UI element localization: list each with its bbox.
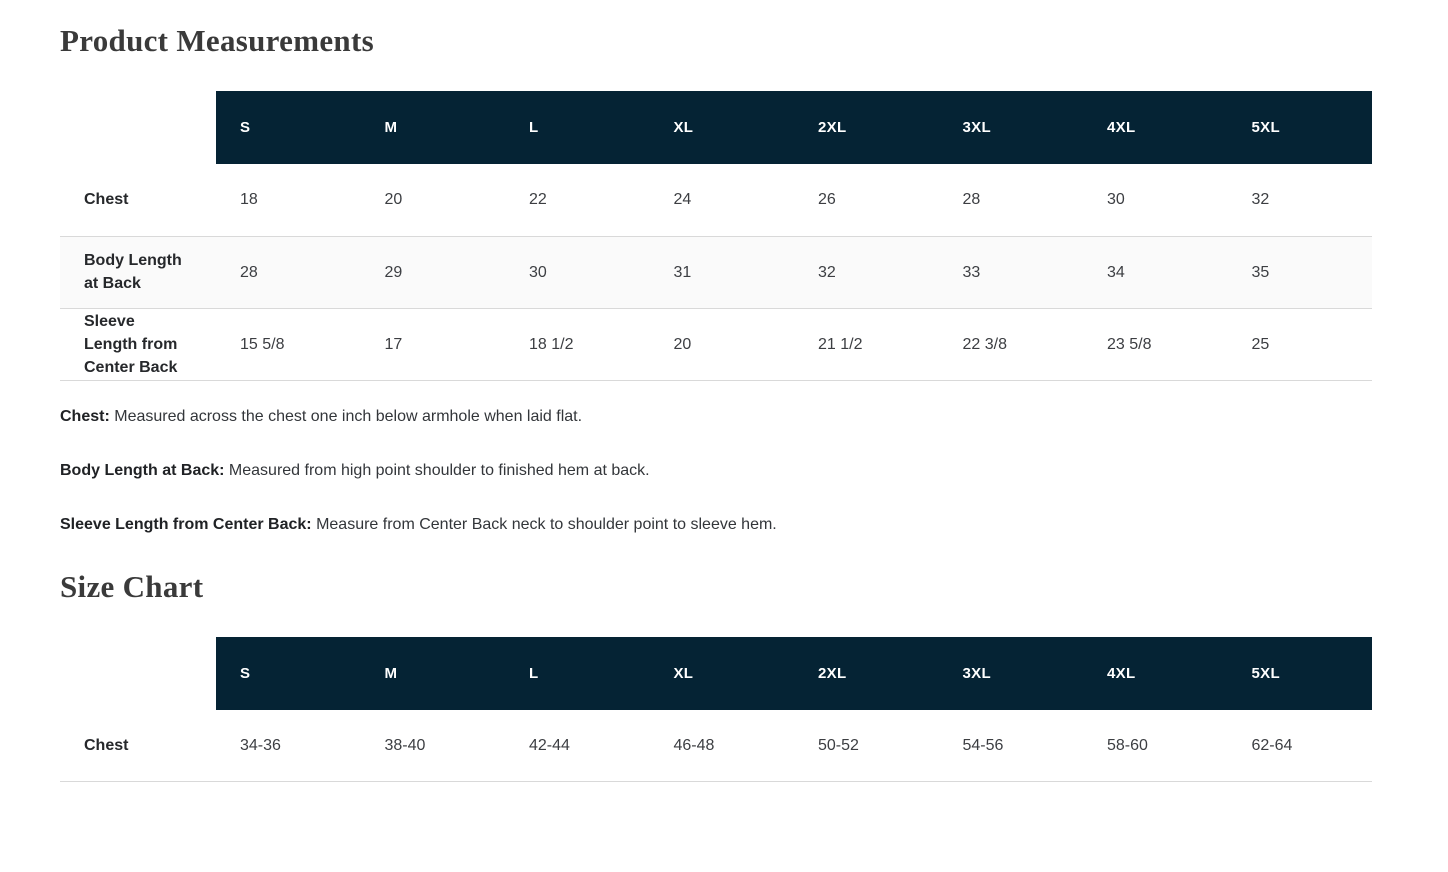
definition-term: Chest:: [60, 407, 110, 425]
size-range-cell: 50-52: [794, 709, 939, 782]
measurement-definition-sleeve-length: Sleeve Length from Center Back: Measure …: [60, 514, 1372, 536]
table-row-body-length: Body Length at Back 28 29 30 31 32 33 34…: [60, 236, 1372, 309]
table-corner-cell: [60, 637, 216, 710]
measurement-cell: 22: [505, 164, 650, 237]
size-header-3xl: 3XL: [938, 91, 1083, 164]
measurement-cell: 22 3/8: [938, 308, 1083, 381]
row-label-body-length: Body Length at Back: [60, 236, 216, 309]
size-range-cell: 54-56: [938, 709, 1083, 782]
measurement-cell: 32: [1227, 164, 1372, 237]
size-header-2xl: 2XL: [794, 91, 939, 164]
size-range-cell: 38-40: [360, 709, 505, 782]
size-header-s: S: [216, 636, 361, 710]
definition-text: Measure from Center Back neck to shoulde…: [316, 515, 777, 533]
measurement-definitions: Chest: Measured across the chest one inc…: [60, 381, 1372, 536]
definition-text: Measured across the chest one inch below…: [114, 407, 583, 425]
measurement-cell: 33: [938, 236, 1083, 309]
measurement-cell: 28: [938, 164, 1083, 237]
size-range-cell: 34-36: [216, 709, 361, 782]
definition-term: Sleeve Length from Center Back:: [60, 515, 312, 533]
size-header-s: S: [216, 91, 361, 164]
measurement-cell: 24: [649, 164, 794, 237]
measurement-cell: 30: [1083, 164, 1228, 237]
measurement-cell: 21 1/2: [794, 308, 939, 381]
table-row-sleeve-length: Sleeve Length from Center Back 15 5/8 17…: [60, 308, 1372, 381]
measurement-definition-body-length: Body Length at Back: Measured from high …: [60, 460, 1372, 482]
row-label-chest: Chest: [60, 709, 216, 782]
size-header-m: M: [360, 91, 505, 164]
measurement-cell: 34: [1083, 236, 1228, 309]
measurement-cell: 20: [649, 308, 794, 381]
size-header-row: S M L XL 2XL 3XL 4XL 5XL: [60, 636, 1372, 710]
size-header-row: S M L XL 2XL 3XL 4XL 5XL: [60, 91, 1372, 164]
size-header-4xl: 4XL: [1083, 91, 1228, 164]
size-guide-page: Product Measurements S M L XL 2XL 3XL 4X…: [60, 0, 1372, 782]
measurement-definition-chest: Chest: Measured across the chest one inc…: [60, 406, 1372, 428]
size-header-l: L: [505, 91, 650, 164]
size-header-3xl: 3XL: [938, 636, 1083, 710]
product-measurements-table: S M L XL 2XL 3XL 4XL 5XL Chest 18 20 22 …: [60, 91, 1372, 381]
measurement-cell: 18: [216, 164, 361, 237]
row-label-sleeve-length: Sleeve Length from Center Back: [60, 308, 216, 381]
size-range-cell: 46-48: [649, 709, 794, 782]
measurement-cell: 30: [505, 236, 650, 309]
size-header-5xl: 5XL: [1227, 91, 1372, 164]
measurement-cell: 26: [794, 164, 939, 237]
measurement-cell: 20: [360, 164, 505, 237]
measurement-cell: 25: [1227, 308, 1372, 381]
size-header-4xl: 4XL: [1083, 636, 1228, 710]
row-label-chest: Chest: [60, 164, 216, 237]
product-measurements-heading: Product Measurements: [60, 23, 374, 58]
size-header-xl: XL: [649, 91, 794, 164]
measurement-cell: 17: [360, 308, 505, 381]
measurement-cell: 28: [216, 236, 361, 309]
size-header-xl: XL: [649, 636, 794, 710]
size-range-cell: 62-64: [1227, 709, 1372, 782]
measurement-cell: 29: [360, 236, 505, 309]
size-chart-heading: Size Chart: [60, 568, 204, 604]
size-header-l: L: [505, 636, 650, 710]
table-row-chest: Chest 34-36 38-40 42-44 46-48 50-52 54-5…: [60, 709, 1372, 782]
measurement-cell: 31: [649, 236, 794, 309]
measurement-cell: 32: [794, 236, 939, 309]
measurement-cell: 23 5/8: [1083, 308, 1228, 381]
size-range-cell: 58-60: [1083, 709, 1228, 782]
size-range-cell: 42-44: [505, 709, 650, 782]
measurement-cell: 18 1/2: [505, 308, 650, 381]
size-header-5xl: 5XL: [1227, 636, 1372, 710]
definition-term: Body Length at Back:: [60, 461, 225, 479]
size-header-m: M: [360, 636, 505, 710]
measurement-cell: 15 5/8: [216, 308, 361, 381]
table-row-chest: Chest 18 20 22 24 26 28 30 32: [60, 164, 1372, 237]
table-corner-cell: [60, 91, 216, 164]
size-chart-table: S M L XL 2XL 3XL 4XL 5XL Chest 34-36 38-…: [60, 636, 1372, 782]
measurement-cell: 35: [1227, 236, 1372, 309]
definition-text: Measured from high point shoulder to fin…: [228, 461, 650, 479]
size-header-2xl: 2XL: [794, 636, 939, 710]
